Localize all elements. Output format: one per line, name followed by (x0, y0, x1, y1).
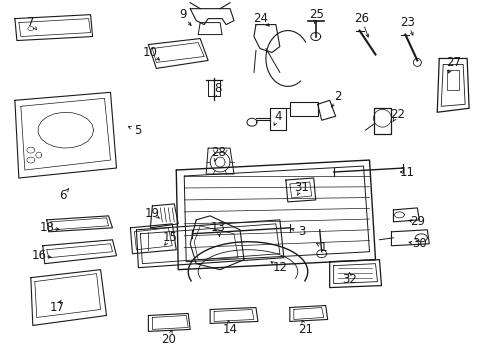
Text: 9: 9 (179, 8, 186, 21)
Text: 22: 22 (389, 108, 404, 121)
Text: 19: 19 (144, 207, 160, 220)
Text: 7: 7 (27, 16, 35, 29)
Text: 14: 14 (222, 323, 237, 336)
Text: 28: 28 (210, 145, 225, 159)
Text: 32: 32 (342, 273, 356, 286)
Text: 30: 30 (411, 237, 426, 250)
Text: 13: 13 (210, 221, 225, 234)
Text: 6: 6 (59, 189, 66, 202)
Text: 15: 15 (163, 231, 177, 244)
Text: 26: 26 (353, 12, 368, 25)
Text: 17: 17 (49, 301, 64, 314)
Text: 23: 23 (399, 16, 414, 29)
Text: 10: 10 (142, 46, 158, 59)
Text: 11: 11 (399, 166, 414, 179)
Text: 21: 21 (298, 323, 313, 336)
Text: 8: 8 (214, 82, 222, 95)
Text: 3: 3 (298, 225, 305, 238)
Text: 1: 1 (319, 241, 327, 254)
Text: 16: 16 (31, 249, 46, 262)
Text: 31: 31 (294, 181, 308, 194)
Text: 4: 4 (274, 110, 281, 123)
Text: 12: 12 (272, 261, 287, 274)
Text: 20: 20 (161, 333, 175, 346)
Text: 2: 2 (333, 90, 341, 103)
Text: 5: 5 (133, 124, 141, 137)
Text: 24: 24 (253, 12, 268, 25)
Text: 27: 27 (445, 56, 460, 69)
Text: 18: 18 (39, 221, 54, 234)
Text: 25: 25 (308, 8, 324, 21)
Text: 29: 29 (409, 215, 424, 228)
